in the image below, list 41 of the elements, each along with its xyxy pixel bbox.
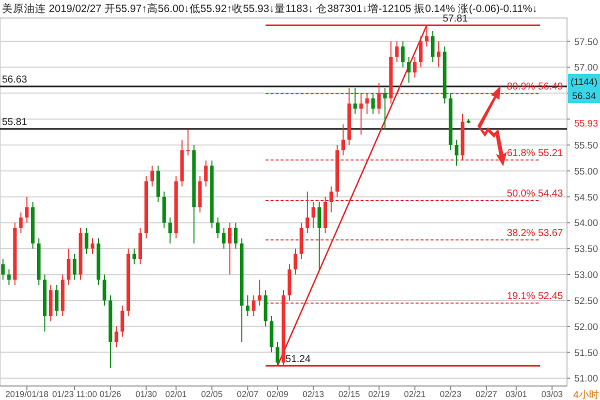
ref-line-label: 50.0% 54.43 [506, 188, 564, 200]
y-tick-label: 52.50 [574, 296, 598, 307]
ref-line-label: 56.63 [2, 74, 28, 86]
y-tick-label: 57.00 [574, 62, 598, 74]
x-tick-label: 02/01 [165, 389, 188, 399]
x-tick-label: 2019/01/18 [5, 389, 49, 399]
y-tick-label: 53.00 [574, 270, 598, 282]
text: 56.34 [572, 91, 596, 102]
y-tick-label: 53.50 [574, 244, 598, 256]
x-tick-label: 02/21 [404, 389, 426, 399]
x-tick-label: 02/09 [266, 389, 288, 399]
ref-line-label: 55.81 [2, 116, 28, 128]
y-tick-label: 54.00 [574, 218, 598, 230]
chart-title: 美原油连 2019/02/27 开55.97↑高56.00↓低55.92↑收55.93↓量1183↓ 仓387301↓增-12105 振0.14% 涨(-0.06)-0.11%↓ [2, 2, 538, 15]
ref-line-label: 51.24 [286, 354, 311, 365]
x-tick-label: 03/03 [541, 389, 564, 399]
text: (1144) [570, 77, 598, 88]
ref-line-label: 61.8% 55.21 [506, 148, 564, 160]
y-tick-label: 54.50 [574, 192, 598, 204]
ref-line-label: 57.81 [442, 13, 468, 24]
y-tick-label: 51.00 [574, 374, 598, 385]
x-tick-label: 03/01 [506, 389, 528, 399]
x-tick-label: 02/23 [440, 389, 462, 399]
x-tick-label: 01/26 [100, 389, 122, 399]
y-tick-label: 52.00 [574, 322, 598, 333]
text: 55.93 [574, 118, 598, 130]
x-tick-label: 01/23 11:00 [52, 389, 98, 399]
x-tick-label: 02/05 [201, 389, 223, 399]
x-tick-label: 02/19 [368, 389, 390, 399]
y-tick-label: 57.50 [574, 36, 598, 48]
x-tick-label: 02/07 [236, 389, 259, 399]
x-tick-label: 02/15 [338, 389, 360, 399]
ref-line-label: 38.2% 53.67 [506, 228, 564, 239]
x-tick-label: 02/13 [302, 389, 324, 399]
ref-line-label: 19.1% 52.45 [506, 291, 564, 302]
text: 4小时 [573, 389, 599, 400]
x-tick-label: 01/30 [135, 389, 158, 399]
y-tick-label: 51.50 [574, 348, 598, 359]
y-tick-label: 55.50 [574, 140, 598, 152]
x-tick-label: 02/27 [476, 389, 498, 399]
y-tick-label: 55.00 [574, 166, 598, 178]
